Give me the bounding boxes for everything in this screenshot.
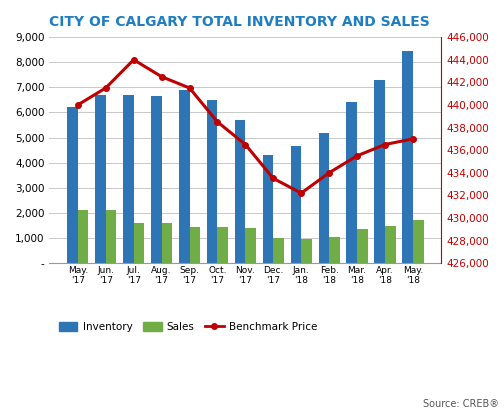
Benchmark Price (270, 176, 276, 181)
Text: Source: CREB®: Source: CREB® (423, 399, 499, 409)
Bar (413, 221, 423, 263)
Bar (291, 146, 301, 263)
Bar (151, 96, 162, 263)
Benchmark Price (410, 136, 416, 141)
Bar (190, 227, 200, 263)
Benchmark Price (382, 142, 388, 147)
Benchmark Price (103, 85, 109, 90)
Bar (402, 51, 413, 263)
Benchmark Price (186, 85, 193, 90)
Benchmark Price (214, 119, 220, 124)
Bar (385, 225, 396, 263)
Bar (207, 100, 217, 263)
Bar (134, 223, 144, 263)
Bar (245, 228, 256, 263)
Benchmark Price (75, 102, 81, 107)
Bar (357, 229, 368, 263)
Bar (162, 223, 172, 263)
Bar (106, 211, 116, 263)
Bar (329, 237, 340, 263)
Text: CITY OF CALGARY TOTAL INVENTORY AND SALES: CITY OF CALGARY TOTAL INVENTORY AND SALE… (49, 15, 430, 29)
Bar (217, 227, 228, 263)
Benchmark Price (131, 57, 137, 62)
Benchmark Price (298, 191, 304, 196)
Bar (263, 155, 273, 263)
Bar (179, 90, 190, 263)
Bar (235, 120, 245, 263)
Benchmark Price (242, 142, 248, 147)
Benchmark Price (159, 74, 165, 79)
Legend: Inventory, Sales, Benchmark Price: Inventory, Sales, Benchmark Price (54, 318, 322, 337)
Bar (346, 102, 357, 263)
Bar (374, 80, 385, 263)
Line: Benchmark Price: Benchmark Price (75, 57, 416, 196)
Bar (95, 95, 106, 263)
Bar (301, 239, 312, 263)
Bar (67, 107, 78, 263)
Bar (78, 211, 88, 263)
Benchmark Price (354, 153, 360, 158)
Bar (273, 238, 284, 263)
Bar (123, 95, 134, 263)
Bar (319, 133, 329, 263)
Benchmark Price (326, 170, 332, 175)
